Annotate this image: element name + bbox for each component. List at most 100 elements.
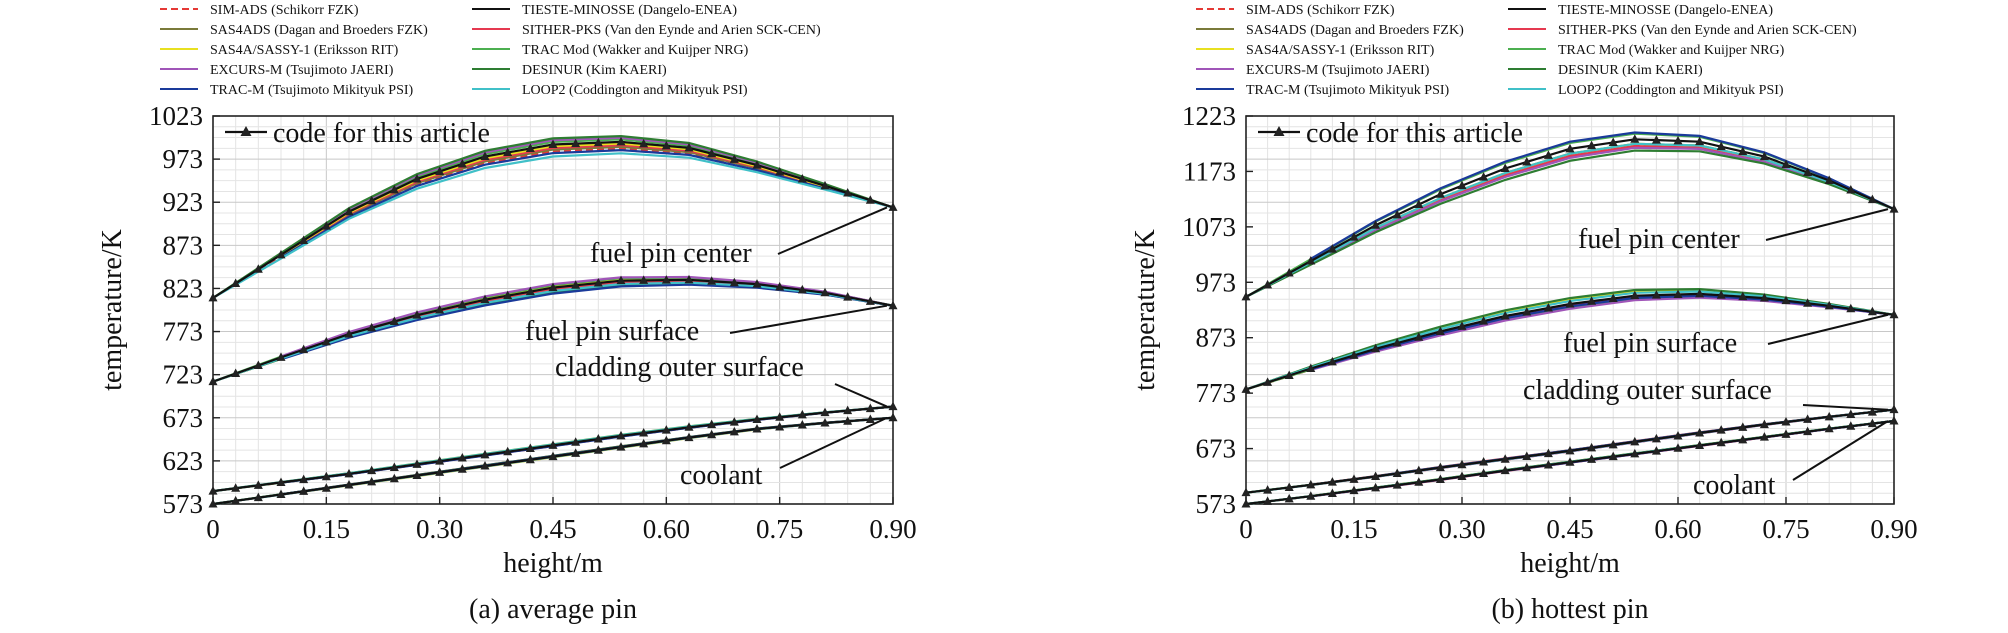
- triangle-marker: [1371, 482, 1381, 492]
- triangle-marker: [775, 282, 785, 291]
- triangle-marker: [843, 188, 853, 197]
- triangle-marker: [299, 344, 309, 354]
- y-axis-label: temperature/K: [1130, 229, 1161, 391]
- triangle-marker: [231, 368, 241, 378]
- triangle-marker: [1781, 295, 1791, 305]
- triangle-marker: [480, 449, 490, 459]
- triangle-marker: [321, 483, 331, 492]
- triangle-marker: [639, 428, 649, 437]
- triangle-marker: [729, 417, 739, 426]
- triangle-marker: [1284, 267, 1294, 277]
- x-tick-label: 0.60: [1654, 514, 1701, 544]
- triangle-marker: [389, 184, 399, 194]
- triangle-marker: [865, 414, 875, 424]
- triangle-marker: [1867, 306, 1877, 316]
- triangle-marker: [639, 438, 649, 448]
- triangle-marker: [820, 287, 830, 297]
- triangle-marker: [1695, 440, 1705, 450]
- triangle-marker: [1608, 439, 1618, 449]
- triangle-marker: [253, 264, 263, 273]
- triangle-marker: [1479, 468, 1489, 478]
- triangle-marker: [1349, 485, 1359, 495]
- triangle-marker: [480, 461, 490, 470]
- triangle-marker: [593, 137, 603, 147]
- triangle-marker: [299, 235, 309, 244]
- annotation-label: fuel pin center: [1578, 224, 1740, 255]
- triangle-marker: [1522, 451, 1532, 460]
- triangle-marker: [457, 299, 467, 309]
- triangle-marker: [775, 421, 785, 431]
- annotation-leader: [777, 206, 888, 255]
- triangle-marker: [707, 148, 717, 158]
- x-axis-label: height/m: [1520, 548, 1620, 579]
- triangle-marker: [253, 480, 263, 489]
- triangle-marker: [1263, 485, 1273, 494]
- triangle-marker: [525, 454, 535, 464]
- triangle-marker: [684, 422, 694, 431]
- triangle-marker: [1889, 204, 1899, 213]
- triangle-marker: [639, 275, 649, 284]
- triangle-marker: [1392, 209, 1402, 219]
- legend: SIM-ADS (Schikorr FZK) TIESTE-MINOSSE (Da…: [1196, 3, 1857, 98]
- annotation-label: coolant: [680, 460, 763, 491]
- y-tick-label: 773: [1196, 378, 1237, 408]
- triangle-marker: [661, 275, 671, 284]
- triangle-marker: [1587, 296, 1597, 305]
- annotation-leader: [1767, 313, 1889, 345]
- triangle-marker: [367, 322, 377, 332]
- triangle-marker: [548, 451, 558, 461]
- annotation-leader: [779, 416, 888, 469]
- triangle-marker: [1263, 279, 1273, 289]
- triangle-marker: [661, 140, 671, 150]
- triangle-marker: [1587, 442, 1597, 452]
- triangle-marker: [548, 282, 558, 292]
- legend-label: SAS4A/SASSY-1 (Eriksson RIT): [1246, 43, 1435, 58]
- triangle-marker: [344, 329, 354, 338]
- triangle-marker: [1673, 289, 1683, 298]
- y-tick-label: 1173: [1183, 156, 1236, 186]
- triangle-marker: [1738, 291, 1748, 301]
- triangle-marker: [1846, 409, 1856, 418]
- triangle-marker: [321, 336, 331, 346]
- triangle-marker: [752, 414, 762, 424]
- legend-label: SITHER-PKS (Van den Eynde and Arien SCK-…: [1558, 23, 1857, 38]
- series-line: [212, 152, 894, 299]
- marker-series-legend: code for this article: [225, 118, 490, 149]
- triangle-marker: [1543, 460, 1553, 469]
- legend-label: TIESTE-MINOSSE (Dangelo-ENEA): [522, 3, 737, 18]
- y-tick-label: 573: [1196, 489, 1237, 519]
- x-tick-label: 0.75: [756, 514, 803, 544]
- triangle-marker: [1479, 172, 1489, 181]
- y-tick-label: 1223: [1182, 101, 1236, 131]
- triangle-marker: [1716, 141, 1726, 151]
- triangle-marker: [548, 139, 558, 148]
- triangle-marker: [1651, 433, 1661, 443]
- annotation-label: fuel pin surface: [525, 316, 699, 347]
- triangle-marker: [1414, 332, 1424, 341]
- triangle-marker: [1435, 189, 1445, 198]
- triangle-marker: [1759, 151, 1769, 161]
- legend-label: DESINUR (Kim KAERI): [522, 63, 667, 78]
- triangle-marker: [1500, 465, 1510, 475]
- triangle-marker: [435, 305, 445, 314]
- triangle-marker: [752, 279, 762, 288]
- triangle-marker: [1392, 468, 1402, 478]
- triangle-marker: [299, 474, 309, 484]
- legend-label-marker-series: code for this article: [1306, 118, 1523, 149]
- triangle-marker: [1781, 429, 1791, 438]
- series-line: [1310, 146, 1895, 265]
- triangle-marker: [1306, 491, 1316, 500]
- triangle-marker: [1803, 298, 1813, 307]
- y-tick-label: 673: [1196, 434, 1237, 464]
- triangle-marker: [1306, 479, 1316, 489]
- triangle-marker: [1457, 321, 1467, 330]
- y-tick-label: 823: [163, 273, 204, 303]
- legend-label: SIM-ADS (Schikorr FZK): [210, 3, 359, 18]
- triangle-marker: [661, 425, 671, 434]
- triangle-marker: [865, 403, 875, 413]
- triangle-marker: [1608, 137, 1618, 146]
- triangle-marker: [888, 300, 898, 310]
- legend-label: TRAC-M (Tsujimoto Mikityuk PSI): [1246, 83, 1450, 98]
- triangle-marker: [231, 278, 241, 288]
- triangle-marker: [1284, 493, 1294, 503]
